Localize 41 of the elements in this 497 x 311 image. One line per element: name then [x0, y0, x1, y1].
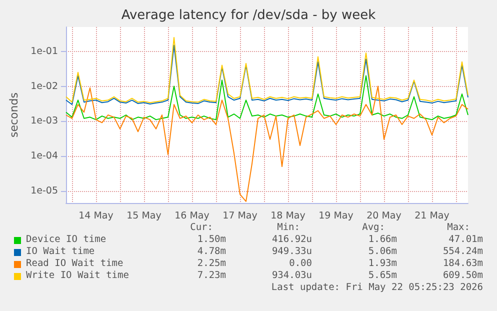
- text: 4.78m: [197, 246, 226, 258]
- y-tick-label: 1e-03: [30, 116, 58, 127]
- text: 934.03u: [272, 270, 312, 282]
- legend-label: Device IO time: [26, 234, 106, 246]
- text: 1.66m: [368, 234, 397, 246]
- y-tick-label: 1e-02: [30, 80, 58, 92]
- text: 47.01m: [448, 234, 483, 246]
- text: 0.00: [289, 258, 312, 270]
- text: 609.50m: [442, 270, 483, 282]
- text: 5.06m: [368, 246, 397, 258]
- x-tick-label: 20 May: [366, 210, 402, 222]
- x-tick-label: 21 May: [414, 210, 450, 222]
- line-series: [66, 75, 468, 120]
- text: 7.23m: [197, 270, 226, 282]
- y-tick-label: 1e-04: [30, 150, 58, 162]
- text: Last update: Fri May 22 05:25:23 2026: [271, 282, 483, 294]
- text: 1.93m: [368, 258, 397, 270]
- x-tick-label: 19 May: [318, 210, 354, 222]
- text: Cur:: [190, 222, 213, 234]
- text: 184.63m: [442, 258, 483, 270]
- text: 1.50m: [197, 234, 226, 246]
- y-axis-title: seconds: [8, 92, 21, 138]
- text: Max:: [447, 222, 470, 234]
- legend-label: Write IO Wait time: [26, 270, 129, 282]
- x-tick-label: 18 May: [270, 210, 306, 222]
- legend-label: Read IO Wait time: [26, 258, 124, 270]
- text: 949.33u: [272, 246, 312, 258]
- y-tick-label: 1e-05: [30, 185, 58, 196]
- text: 554.24m: [442, 246, 483, 258]
- x-tick-label: 17 May: [222, 210, 258, 222]
- x-tick-label: 15 May: [126, 210, 162, 222]
- x-tick-label: 16 May: [174, 210, 210, 222]
- text: 5.65m: [368, 270, 397, 282]
- chart-title: Average latency for /dev/sda - by week: [121, 8, 376, 23]
- text: 2.25m: [197, 258, 226, 270]
- text: 416.92u: [272, 234, 312, 246]
- legend-label: IO Wait time: [26, 246, 95, 258]
- text: Min:: [277, 222, 300, 234]
- text: Avg:: [362, 222, 385, 234]
- x-tick-label: 14 May: [78, 210, 114, 222]
- y-tick-label: 1e-01: [30, 46, 58, 57]
